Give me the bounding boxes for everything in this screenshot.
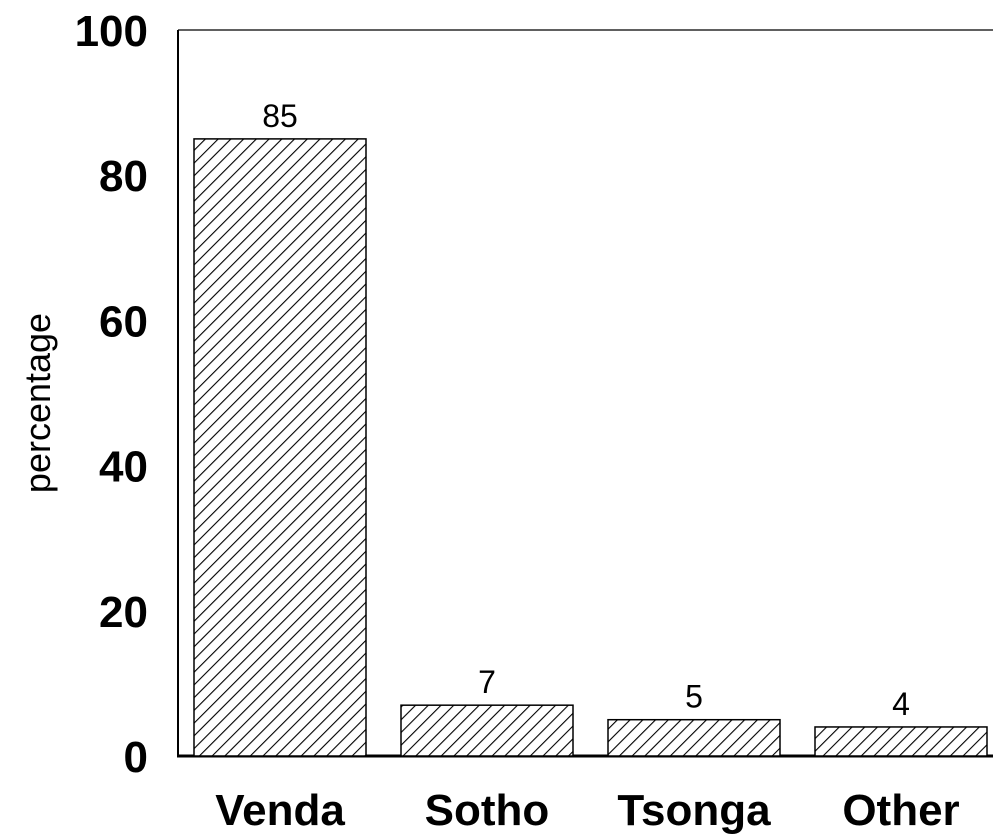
- data-label: 85: [262, 98, 298, 134]
- y-tick-label: 0: [124, 733, 148, 782]
- x-tick-label: Other: [842, 786, 959, 835]
- data-labels: 85 7 5 4: [262, 98, 910, 722]
- y-tick-label: 100: [75, 7, 148, 56]
- data-label: 5: [685, 679, 703, 715]
- bar-sotho: [400, 704, 574, 757]
- y-tick-label: 80: [99, 152, 148, 201]
- y-tick-label: 40: [99, 443, 148, 492]
- y-axis-label: percentage: [17, 313, 58, 493]
- data-label: 7: [478, 664, 496, 700]
- x-tick-label: Venda: [215, 786, 345, 835]
- bars: [193, 138, 988, 757]
- y-tick-label: 20: [99, 588, 148, 637]
- y-axis-ticks: 0 20 40 60 80 100: [75, 7, 148, 782]
- bar-venda: [193, 138, 367, 757]
- x-tick-label: Sotho: [425, 786, 550, 835]
- data-label: 4: [892, 686, 910, 722]
- x-tick-label: Tsonga: [617, 786, 771, 835]
- bar-tsonga: [607, 718, 781, 757]
- bar-other: [814, 726, 988, 757]
- y-tick-label: 60: [99, 297, 148, 346]
- x-axis-labels: Venda Sotho Tsonga Other: [215, 786, 959, 835]
